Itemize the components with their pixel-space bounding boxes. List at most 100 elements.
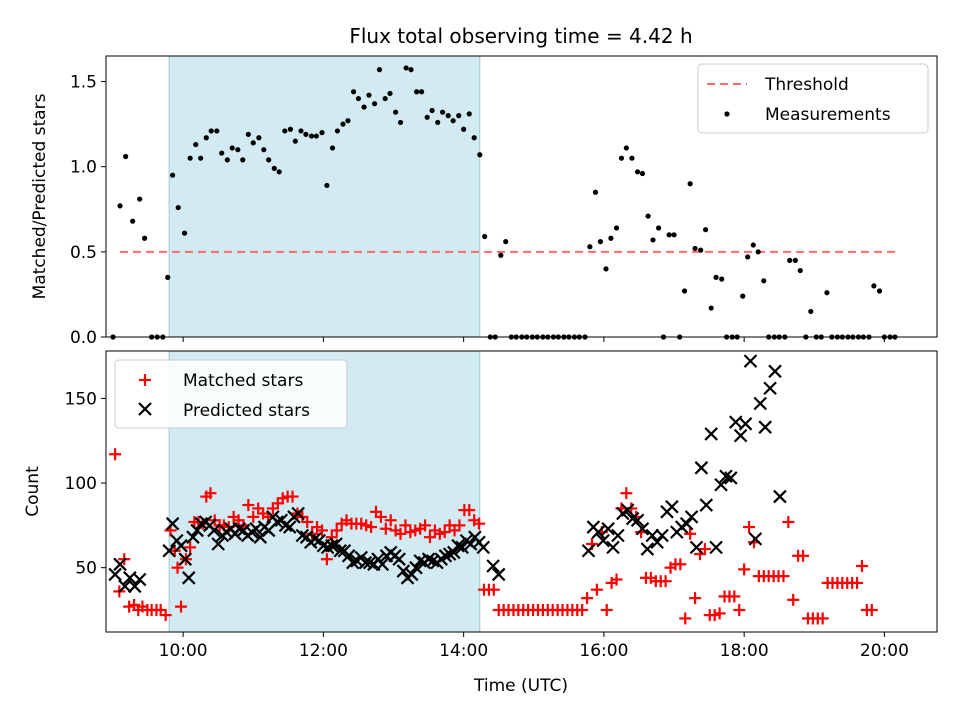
predicted-star-point	[329, 537, 343, 551]
measurement-point	[141, 235, 148, 241]
predicted-star-point	[438, 549, 453, 563]
predicted-star-point	[699, 498, 714, 512]
measurement-point	[292, 138, 298, 144]
x-axis-label: Time (UTC)	[473, 676, 568, 696]
count-x-axis: 10:00 12:00 14:00 16:00 18:00 20:00	[159, 632, 909, 661]
count-y-axis: 50 100 150	[65, 389, 106, 579]
ratio-y-axis: 0.0 0.5 1.0 1.5	[70, 73, 106, 348]
matched-star-point	[365, 521, 378, 534]
measurement-point	[130, 218, 136, 224]
predicted-star-point	[451, 538, 465, 553]
measurement-point	[477, 152, 483, 158]
y-tick-label: 1.5	[70, 73, 97, 93]
measurement-point	[376, 67, 383, 73]
measurement-point	[745, 254, 751, 260]
measurement-point	[408, 67, 414, 73]
predicted-star-point	[270, 515, 284, 529]
measurement-point	[355, 95, 362, 102]
measurement-point	[645, 213, 651, 219]
predicted-star-point	[253, 530, 268, 544]
measurement-point	[587, 244, 593, 250]
measurement-point	[681, 288, 688, 294]
measurement-point	[165, 274, 171, 280]
predicted-star-point	[738, 417, 753, 431]
measurement-point	[713, 274, 719, 280]
matched-star-point	[247, 510, 260, 523]
predicted-star-point	[650, 535, 664, 550]
legend-predicted-label: Predicted stars	[183, 401, 310, 421]
predicted-star-point	[733, 428, 748, 443]
measurement-point	[792, 257, 798, 263]
matched-star-point	[374, 510, 387, 523]
legend-predicted-swatch	[138, 402, 152, 416]
predicted-star-point	[282, 520, 297, 534]
measurement-point	[371, 101, 378, 107]
measurement-point	[287, 126, 294, 132]
matched-star-point	[487, 583, 500, 596]
predicted-star-point	[178, 552, 193, 566]
matched-star-point	[438, 526, 451, 539]
measurement-point	[750, 242, 756, 248]
predicted-star-point	[753, 396, 768, 411]
predicted-star-point	[325, 538, 339, 553]
matched-star-point	[306, 527, 319, 540]
y-tick-label: 150	[65, 389, 97, 409]
x-tick-label: 16:00	[579, 641, 628, 661]
measurement-point	[382, 95, 388, 102]
measurement-point	[613, 225, 620, 231]
predicted-star-point	[162, 543, 176, 558]
y-tick-label: 0.5	[70, 243, 97, 263]
matched-star-point	[453, 519, 466, 532]
measurement-point	[608, 235, 614, 241]
ratio-plot-frame	[105, 55, 938, 338]
measurement-point	[414, 89, 420, 95]
predicted-star-point	[684, 510, 699, 524]
predicted-star-point	[758, 420, 772, 434]
measurement-point	[787, 257, 793, 263]
measurement-point	[219, 150, 225, 156]
matched-star-point	[610, 573, 623, 586]
measurement-point	[393, 109, 399, 115]
measurement-point	[366, 92, 372, 98]
matched-star-point	[581, 592, 594, 605]
measurement-point	[618, 155, 625, 161]
measurement-point	[324, 182, 330, 189]
predicted-star-point	[491, 567, 506, 582]
count-plot-frame	[105, 350, 938, 633]
measurement-point	[698, 247, 704, 253]
ratio-panel: 0.0 0.5 1.0 1.5 Matched/Predicted stars Thr…	[30, 55, 938, 348]
legend-matched-swatch	[139, 374, 151, 386]
predicted-star-point	[704, 427, 718, 441]
measurement-point	[450, 118, 456, 124]
matched-star-point	[698, 543, 711, 556]
predicted-star-point	[611, 528, 625, 543]
matched-star-point	[743, 521, 756, 534]
predicted-star-point	[714, 477, 728, 492]
matched-star-point	[782, 515, 795, 528]
measurement-point	[224, 157, 230, 163]
measurement-point	[240, 157, 246, 163]
predicted-star-point	[232, 521, 247, 536]
measurement-point	[308, 133, 315, 139]
predicted-star-point	[341, 549, 356, 563]
x-tick-label: 10:00	[159, 641, 208, 661]
measurement-point	[687, 181, 693, 187]
matched-star-point	[175, 600, 188, 613]
predicted-star-point	[665, 499, 679, 514]
matched-star-point	[384, 514, 397, 527]
predicted-star-point	[295, 528, 310, 543]
matched-star-point	[816, 612, 829, 625]
measurement-point	[740, 293, 746, 299]
measurement-point	[361, 104, 367, 110]
measurement-point	[208, 128, 214, 134]
predicted-star-point	[396, 564, 411, 578]
measurement-point	[123, 153, 129, 160]
measurement-point	[456, 113, 462, 119]
ratio-legend-box	[697, 63, 929, 134]
predicted-star-point	[108, 567, 122, 582]
measurement-point	[261, 147, 267, 153]
predicted-star-point	[768, 364, 782, 379]
measurement-point	[170, 172, 176, 178]
predicted-star-point	[211, 537, 225, 551]
measurement-point	[271, 165, 277, 171]
